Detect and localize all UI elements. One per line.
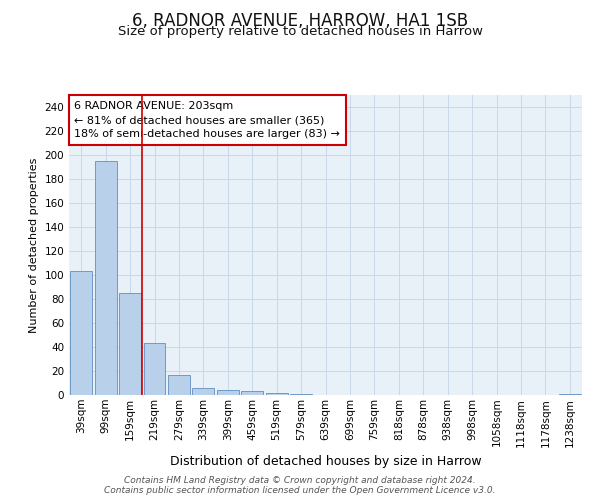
Bar <box>70 272 92 395</box>
X-axis label: Distribution of detached houses by size in Harrow: Distribution of detached houses by size … <box>170 455 481 468</box>
Bar <box>266 392 287 395</box>
Bar <box>168 374 190 395</box>
Bar <box>95 161 116 395</box>
Bar <box>290 394 312 395</box>
Bar <box>241 392 263 395</box>
Bar <box>119 293 141 395</box>
Y-axis label: Number of detached properties: Number of detached properties <box>29 158 39 332</box>
Text: 6 RADNOR AVENUE: 203sqm
← 81% of detached houses are smaller (365)
18% of semi-d: 6 RADNOR AVENUE: 203sqm ← 81% of detache… <box>74 101 340 139</box>
Bar <box>559 394 581 395</box>
Bar <box>193 388 214 395</box>
Text: Size of property relative to detached houses in Harrow: Size of property relative to detached ho… <box>118 25 482 38</box>
Bar <box>217 390 239 395</box>
Text: 6, RADNOR AVENUE, HARROW, HA1 1SB: 6, RADNOR AVENUE, HARROW, HA1 1SB <box>132 12 468 30</box>
Bar <box>143 344 166 395</box>
Text: Contains HM Land Registry data © Crown copyright and database right 2024.
Contai: Contains HM Land Registry data © Crown c… <box>104 476 496 495</box>
